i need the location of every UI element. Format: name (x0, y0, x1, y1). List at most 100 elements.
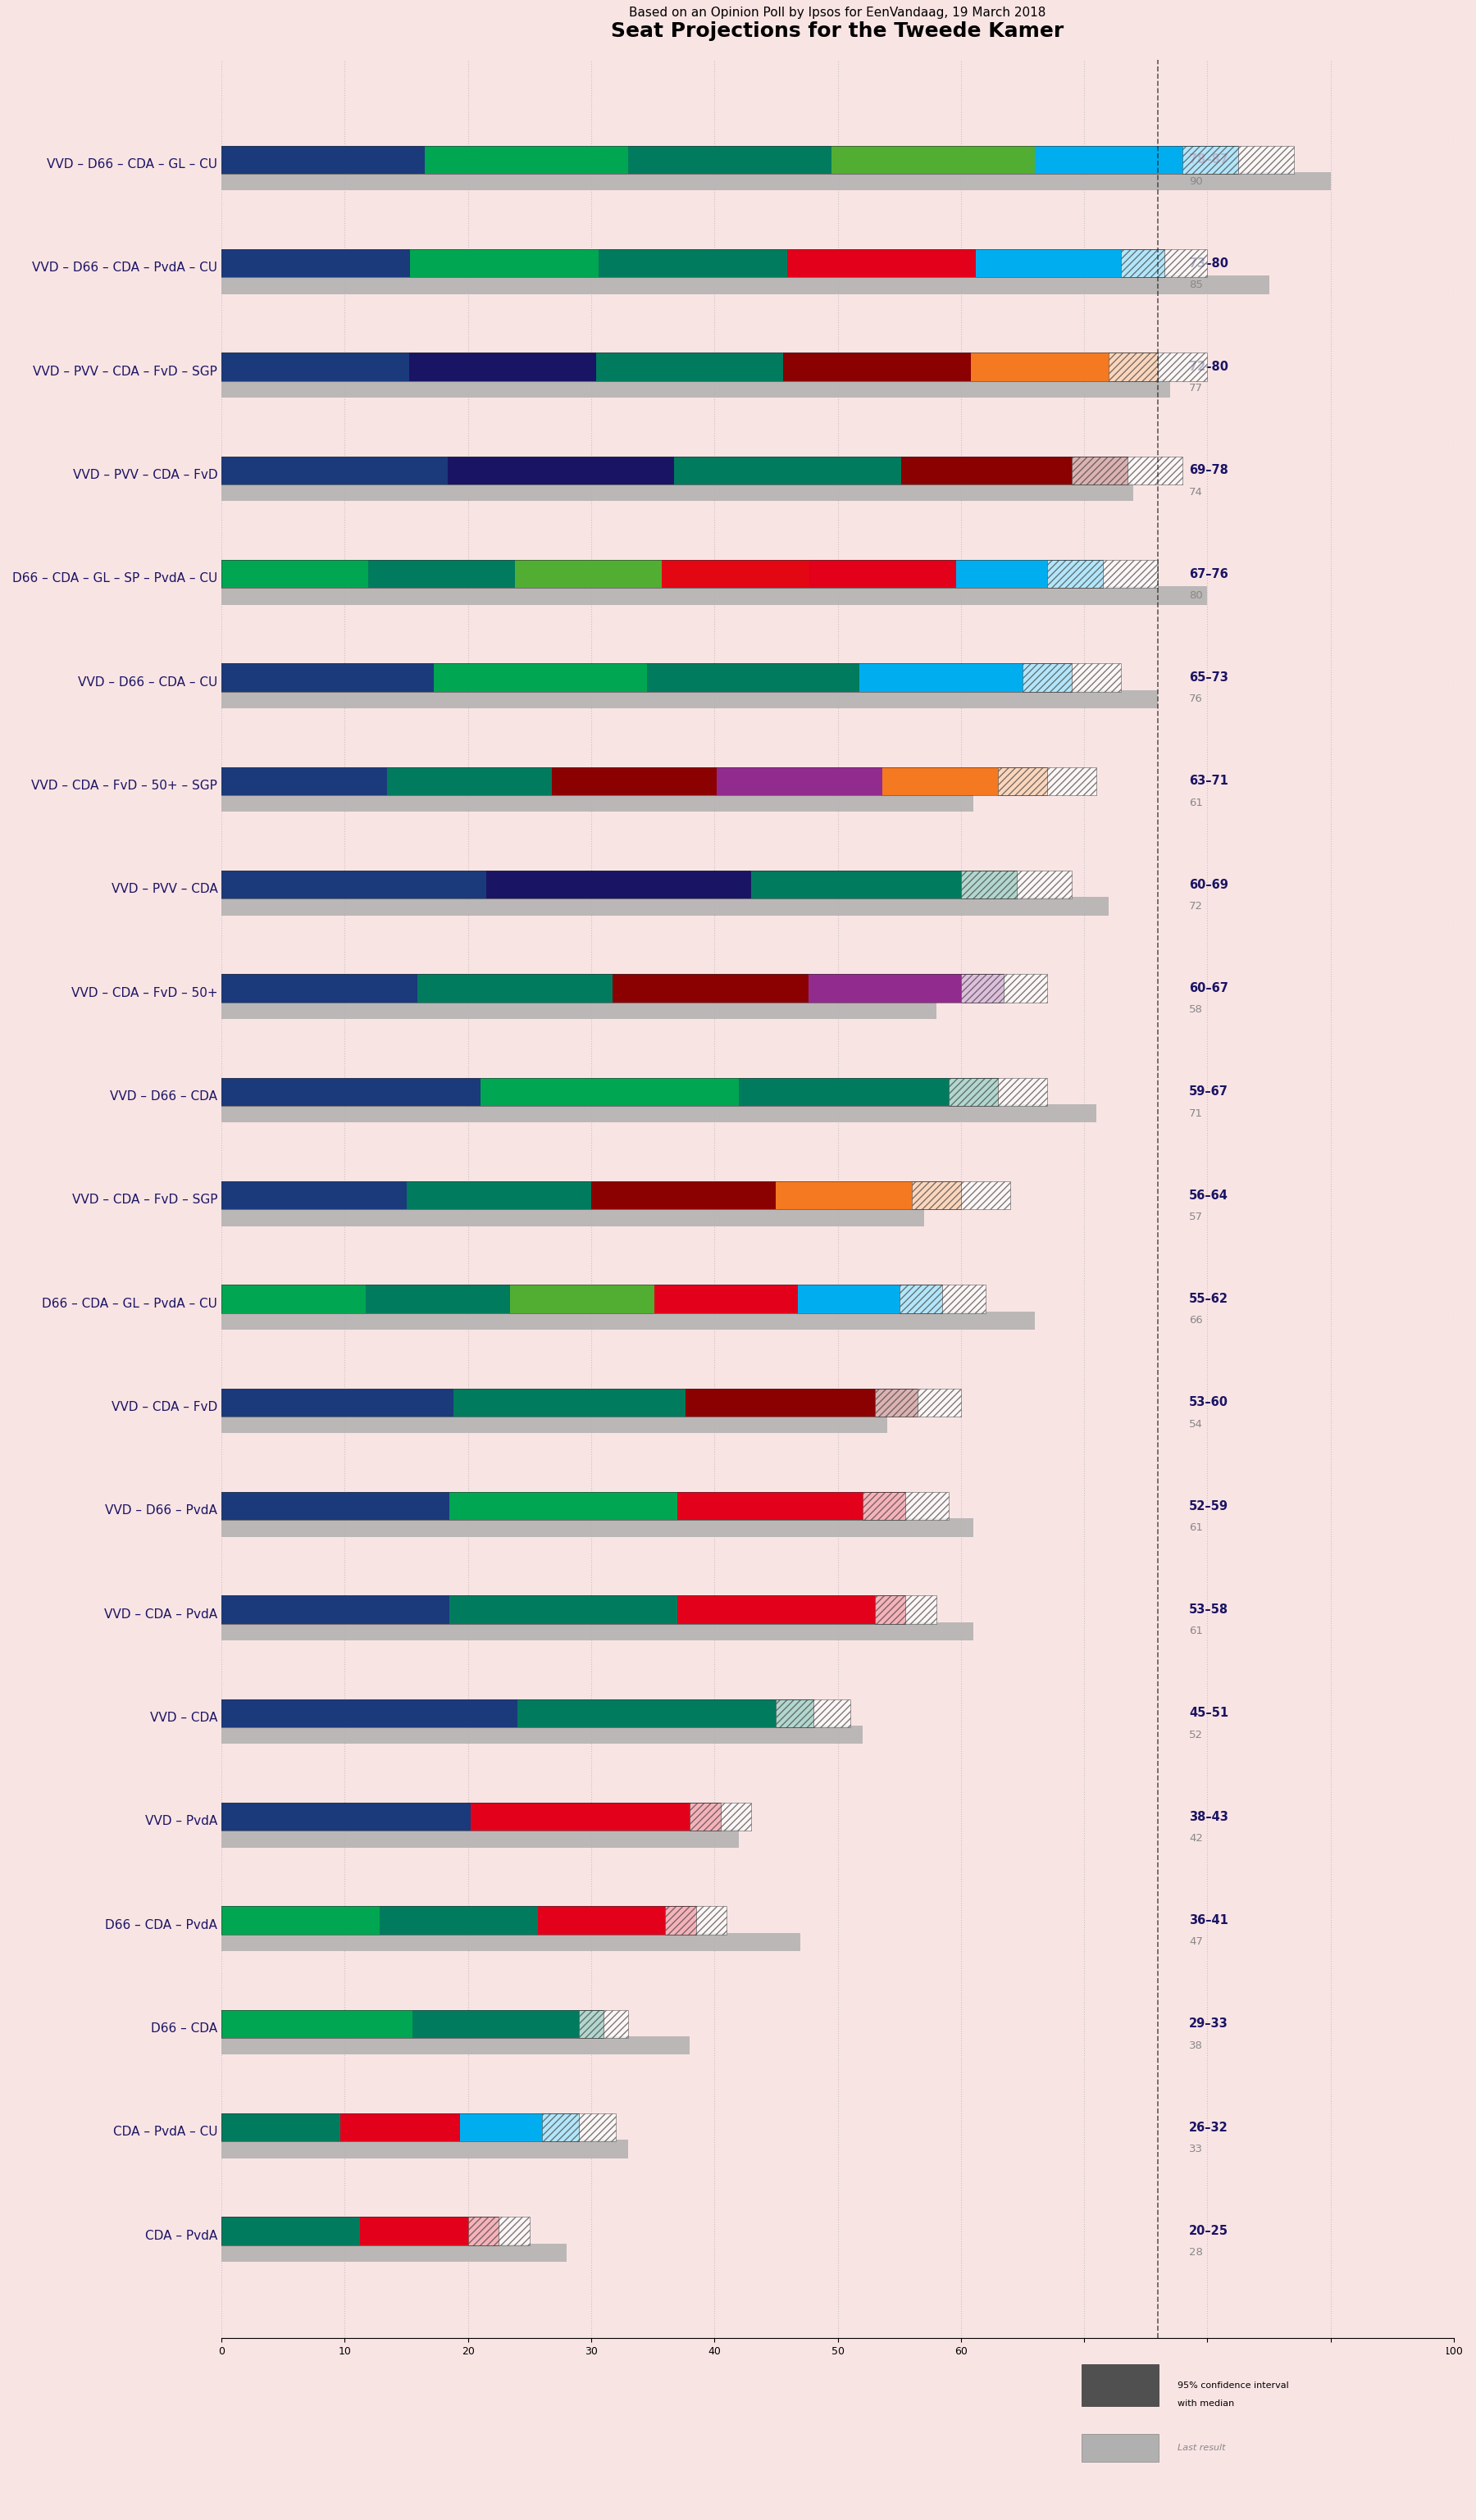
Bar (1082, 2434, 1159, 2462)
Bar (1046, 559, 1159, 587)
Bar (221, 353, 1159, 381)
Bar (221, 663, 434, 690)
Bar (221, 1207, 924, 1227)
Bar (221, 1933, 800, 1950)
Bar (221, 456, 1128, 484)
Bar (956, 559, 1103, 587)
Bar (221, 1698, 813, 1726)
Bar (221, 869, 487, 900)
Bar (221, 484, 1134, 501)
Bar (221, 249, 410, 277)
Bar (900, 456, 1128, 484)
Bar (675, 456, 900, 484)
Text: 47: 47 (1190, 1935, 1203, 1948)
Text: 61: 61 (1190, 1625, 1203, 1635)
Bar (221, 794, 973, 811)
Bar (221, 249, 1165, 277)
Bar (221, 1905, 697, 1935)
Text: 28: 28 (1190, 2248, 1203, 2258)
Bar (459, 2114, 579, 2142)
Bar (859, 663, 1072, 690)
Bar (221, 975, 1004, 1003)
Bar (221, 869, 1017, 900)
Text: 58: 58 (1190, 1005, 1203, 1016)
Bar (453, 1389, 686, 1416)
Bar (221, 1310, 1035, 1331)
Bar (1035, 146, 1238, 174)
Bar (221, 146, 425, 174)
Bar (998, 766, 1097, 796)
Bar (221, 1520, 973, 1537)
Bar (471, 1802, 720, 1832)
Bar (221, 1595, 905, 1623)
Bar (787, 249, 976, 277)
Text: 66: 66 (1190, 1315, 1203, 1326)
Bar (221, 1698, 517, 1726)
Bar (809, 975, 1004, 1003)
Bar (221, 1802, 720, 1832)
Bar (883, 766, 1046, 796)
Bar (221, 587, 1207, 605)
Bar (434, 663, 646, 690)
Bar (809, 559, 956, 587)
Text: 26–32: 26–32 (1190, 2122, 1228, 2134)
Bar (447, 456, 675, 484)
Bar (221, 1414, 887, 1434)
Bar (221, 2139, 629, 2157)
Bar (221, 2036, 689, 2054)
Bar (221, 1802, 471, 1832)
Bar (450, 1595, 677, 1623)
Bar (677, 1492, 905, 1520)
Bar (425, 146, 629, 174)
Bar (677, 1595, 905, 1623)
Bar (221, 353, 409, 381)
Bar (515, 559, 663, 587)
Bar (596, 353, 784, 381)
Bar (221, 1182, 406, 1210)
Bar (961, 869, 1072, 900)
Text: 56–64: 56–64 (1190, 1189, 1228, 1202)
Text: 59–67: 59–67 (1190, 1086, 1228, 1099)
Title: Seat Projections for the Tweede Kamer: Seat Projections for the Tweede Kamer (611, 20, 1064, 40)
Bar (221, 381, 1170, 398)
Text: 63–71: 63–71 (1190, 776, 1228, 786)
Bar (221, 766, 1046, 796)
Bar (221, 1595, 450, 1623)
Bar (379, 1905, 537, 1935)
Bar (221, 2114, 341, 2142)
Bar (799, 1285, 943, 1313)
Text: 38: 38 (1190, 2041, 1203, 2051)
Text: 60–67: 60–67 (1190, 983, 1228, 995)
Bar (360, 2218, 499, 2245)
Bar (221, 1623, 973, 1641)
Bar (221, 1079, 998, 1106)
Text: 33: 33 (1190, 2145, 1203, 2155)
Bar (221, 2011, 412, 2039)
Bar (1023, 663, 1122, 690)
Bar (221, 1492, 450, 1520)
Bar (663, 559, 809, 587)
Bar (412, 2011, 604, 2039)
Bar (517, 1698, 813, 1726)
Text: 69–78: 69–78 (1190, 464, 1228, 476)
Bar (221, 663, 1072, 690)
Text: 78–87: 78–87 (1190, 154, 1228, 166)
Text: 52: 52 (1190, 1729, 1203, 1741)
Text: 20–25: 20–25 (1190, 2225, 1228, 2238)
Bar (646, 663, 859, 690)
Text: 53–60: 53–60 (1190, 1396, 1228, 1409)
Bar (592, 1182, 776, 1210)
Bar (689, 1802, 751, 1832)
Bar (366, 1285, 509, 1313)
Text: 72–80: 72–80 (1190, 360, 1228, 373)
Text: 65–73: 65–73 (1190, 670, 1228, 683)
Bar (468, 2218, 530, 2245)
Text: 45–51: 45–51 (1190, 1706, 1228, 1719)
Bar (341, 2114, 459, 2142)
Bar (875, 1389, 961, 1416)
Bar (1072, 456, 1182, 484)
Text: with median: with median (1178, 2399, 1234, 2407)
Bar (221, 1726, 862, 1744)
Text: 80: 80 (1190, 590, 1203, 600)
Bar (221, 456, 447, 484)
